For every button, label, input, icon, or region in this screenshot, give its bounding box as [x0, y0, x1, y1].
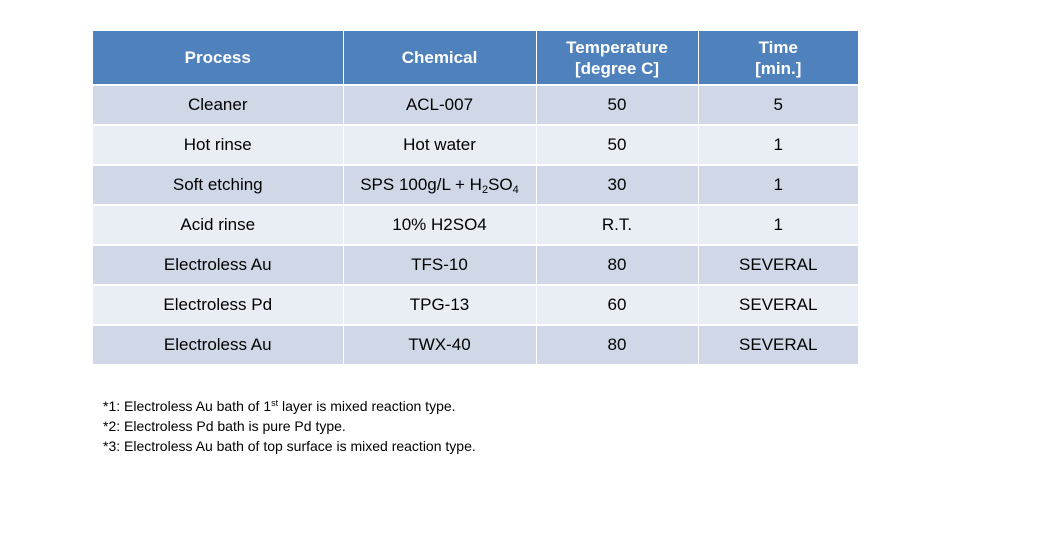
header-time: Time [min.]	[698, 31, 858, 86]
cell-temperature: 50	[536, 84, 699, 125]
footnote-1: *1: Electroless Au bath of 1st layer is …	[103, 398, 456, 414]
cell-process: Acid rinse	[93, 204, 344, 245]
cell-temperature: 80	[536, 244, 699, 285]
cell-process: Electroless Au	[93, 244, 344, 285]
cell-process: Electroless Au	[93, 324, 344, 364]
table-header-row: Process Chemical Temperature [degree C] …	[93, 31, 858, 86]
cell-time: SEVERAL	[698, 284, 858, 325]
chemical-formula: SPS 100g/L + H2SO4	[360, 175, 519, 196]
table-row: Hot rinse Hot water 50 1	[93, 124, 858, 165]
cell-time: 1	[698, 164, 858, 205]
cell-temperature: 30	[536, 164, 699, 205]
table-row: Electroless Au TWX-40 80 SEVERAL	[93, 324, 858, 364]
cell-chemical: TFS-10	[343, 244, 537, 285]
cell-temperature: 80	[536, 324, 699, 364]
cell-chemical: TPG-13	[343, 284, 537, 325]
table-row: Electroless Au TFS-10 80 SEVERAL	[93, 244, 858, 285]
table-row: Electroless Pd TPG-13 60 SEVERAL	[93, 284, 858, 325]
header-temperature: Temperature [degree C]	[536, 31, 699, 86]
cell-time: 1	[698, 204, 858, 245]
cell-process: Hot rinse	[93, 124, 344, 165]
footnote-3: *3: Electroless Au bath of top surface i…	[103, 438, 476, 454]
cell-chemical: ACL-007	[343, 84, 537, 125]
cell-chemical: Hot water	[343, 124, 537, 165]
cell-time: SEVERAL	[698, 324, 858, 364]
table-row: Soft etching SPS 100g/L + H2SO4 30 1	[93, 164, 858, 205]
header-chemical: Chemical	[343, 31, 537, 86]
header-temperature-line1: Temperature	[566, 37, 668, 57]
footnote-2: *2: Electroless Pd bath is pure Pd type.	[103, 418, 346, 434]
header-temperature-line2: [degree C]	[574, 58, 660, 78]
cell-chemical: SPS 100g/L + H2SO4	[343, 164, 537, 205]
cell-time: SEVERAL	[698, 244, 858, 285]
cell-time: 5	[698, 84, 858, 125]
cell-process: Cleaner	[93, 84, 344, 125]
header-time-line2: [min.]	[755, 58, 802, 78]
cell-chemical: TWX-40	[343, 324, 537, 364]
table-row: Acid rinse 10% H2SO4 R.T. 1	[93, 204, 858, 245]
table-row: Cleaner ACL-007 50 5	[93, 84, 858, 125]
cell-chemical: 10% H2SO4	[343, 204, 537, 245]
cell-time: 1	[698, 124, 858, 165]
process-table: Process Chemical Temperature [degree C] …	[93, 31, 858, 364]
cell-temperature: R.T.	[536, 204, 699, 245]
cell-process: Electroless Pd	[93, 284, 344, 325]
cell-process: Soft etching	[93, 164, 344, 205]
header-process: Process	[93, 31, 344, 86]
footnotes: *1: Electroless Au bath of 1st layer is …	[103, 396, 476, 456]
cell-temperature: 50	[536, 124, 699, 165]
header-time-line1: Time	[758, 37, 798, 57]
cell-temperature: 60	[536, 284, 699, 325]
